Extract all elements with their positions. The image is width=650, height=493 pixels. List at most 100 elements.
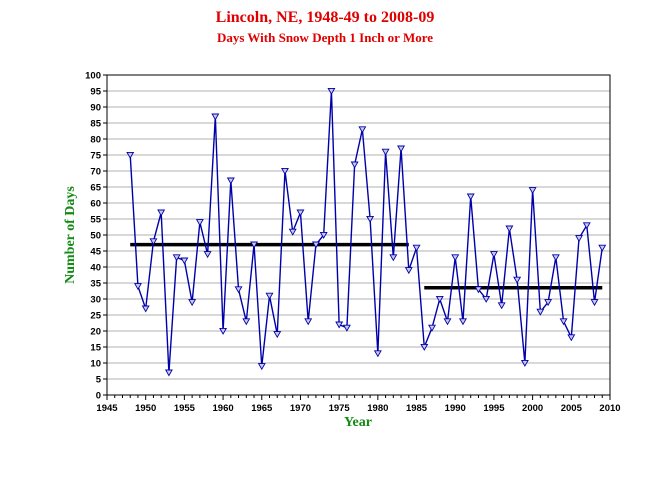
data-point-marker	[133, 283, 142, 291]
y-tick-label: 60	[90, 199, 101, 210]
data-point-marker	[412, 244, 421, 252]
data-point-marker	[567, 334, 576, 342]
data-point-marker	[234, 286, 243, 294]
data-point-marker	[203, 251, 212, 259]
data-point-marker	[273, 331, 282, 339]
x-tick-label: 1995	[483, 403, 505, 414]
data-point-marker	[257, 363, 266, 371]
data-point-marker	[458, 318, 467, 326]
y-tick-label: 95	[90, 87, 101, 98]
y-tick-label: 45	[90, 247, 101, 258]
data-point-marker	[505, 225, 514, 233]
data-point-marker	[420, 343, 429, 351]
data-point-marker	[513, 276, 522, 284]
reference-lines	[130, 242, 603, 290]
data-point-marker	[180, 257, 189, 265]
data-point-marker	[358, 126, 367, 134]
data-point-marker	[311, 241, 320, 249]
data-point-marker	[482, 295, 491, 303]
y-tick-label: 80	[90, 135, 101, 146]
data-point-marker	[296, 209, 305, 217]
y-tick-label: 75	[90, 151, 101, 162]
data-point-marker	[219, 327, 228, 335]
y-tick-label: 10	[90, 359, 101, 370]
y-tick-label: 15	[90, 343, 101, 354]
y-axis-label: Number of Days	[63, 186, 78, 284]
data-point-marker	[389, 254, 398, 262]
data-point-marker	[397, 145, 406, 153]
x-tick-label: 1985	[406, 403, 428, 414]
data-point-marker	[226, 177, 235, 185]
y-tick-label: 55	[90, 215, 101, 226]
data-point-marker	[559, 318, 568, 326]
x-tick-label: 2010	[599, 403, 620, 414]
data-point-marker	[598, 244, 607, 252]
x-tick-label: 1960	[213, 403, 234, 414]
data-point-marker	[582, 222, 591, 230]
y-tick-label: 100	[85, 71, 101, 82]
data-point-marker	[265, 292, 274, 300]
y-tick-label: 65	[90, 183, 101, 194]
y-tick-label: 40	[90, 263, 101, 274]
data-point-marker	[489, 251, 498, 259]
data-point-marker	[428, 324, 436, 332]
data-point-marker	[443, 318, 452, 326]
chart-subtitle: Days With Snow Depth 1 Inch or More	[217, 30, 433, 45]
data-point-marker	[141, 305, 150, 313]
x-tick-label: 1975	[329, 403, 351, 414]
y-tick-label: 20	[90, 327, 101, 338]
data-point-marker	[327, 87, 336, 95]
data-point-marker	[451, 254, 460, 262]
data-point-marker	[250, 241, 259, 249]
x-tick-label: 1955	[174, 403, 196, 414]
series	[126, 87, 607, 377]
data-point-marker	[281, 167, 289, 175]
y-tick-label: 25	[90, 311, 101, 322]
plot-frame	[106, 74, 611, 396]
data-point-marker	[157, 209, 166, 217]
data-point-marker	[381, 148, 390, 156]
x-tick-label: 2005	[561, 403, 583, 414]
data-point-marker	[195, 219, 204, 227]
x-tick-label: 1950	[135, 403, 156, 414]
y-tick-label: 90	[90, 103, 101, 114]
data-point-marker	[172, 254, 181, 262]
data-point-marker	[149, 238, 158, 246]
y-tick-label: 70	[90, 167, 101, 178]
chart-title: Lincoln, NE, 1948-49 to 2008-09	[216, 9, 435, 26]
y-tick-label: 30	[90, 295, 101, 306]
x-tick-label: 1945	[96, 403, 118, 414]
data-point-marker	[466, 193, 475, 201]
data-point-marker	[474, 286, 483, 294]
data-point-marker	[528, 187, 537, 195]
data-point-marker	[350, 161, 359, 169]
data-point-marker	[551, 254, 560, 262]
y-tick-label: 5	[96, 375, 102, 386]
data-point-marker	[373, 350, 382, 358]
data-point-marker	[544, 299, 553, 307]
x-tick-label: 1980	[367, 403, 388, 414]
data-point-marker	[520, 359, 529, 367]
data-point-marker	[536, 308, 545, 316]
data-point-marker	[342, 324, 351, 332]
data-point-marker	[497, 302, 506, 310]
data-point-marker	[335, 321, 344, 329]
x-tick-label: 1990	[445, 403, 466, 414]
x-tick-label: 2000	[522, 403, 543, 414]
y-tick-label: 0	[96, 391, 101, 402]
data-point-marker	[590, 299, 599, 307]
data-point-marker	[435, 295, 444, 303]
data-point-marker	[304, 318, 313, 326]
data-point-marker	[575, 235, 584, 243]
data-point-marker	[404, 267, 413, 275]
data-point-marker	[126, 151, 135, 159]
y-tick-label: 50	[90, 231, 101, 242]
series-line	[129, 90, 603, 373]
axes: 0 5 10 15 20 25 30 35 40 45 50 55 60 65 70 75 80 85 90 95 10…	[85, 71, 620, 415]
data-point-marker	[211, 113, 220, 121]
y-tick-label: 85	[90, 119, 101, 130]
data-point-marker	[242, 318, 251, 326]
data-point-marker	[366, 215, 375, 223]
